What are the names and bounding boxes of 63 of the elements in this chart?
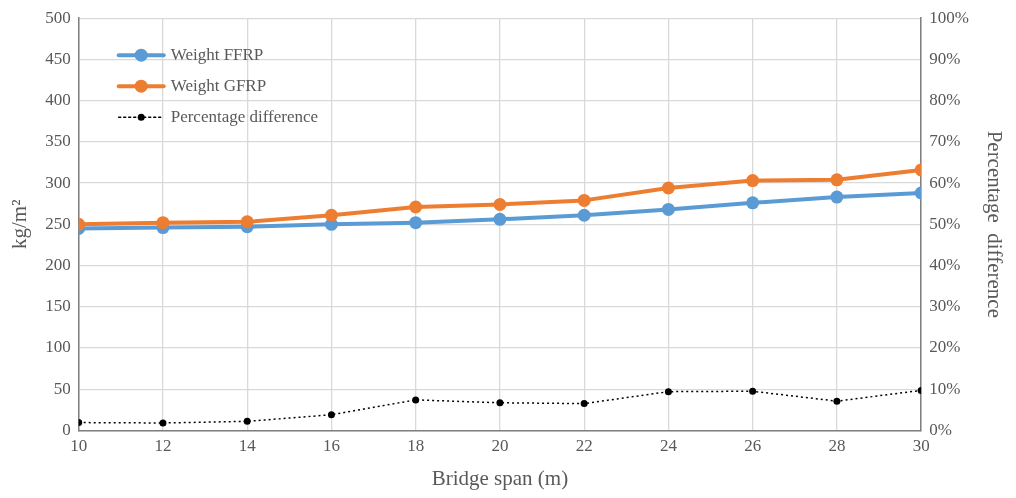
x-tick-label: 14 bbox=[238, 436, 257, 456]
y-tick-label: 0 bbox=[62, 419, 71, 439]
point bbox=[833, 397, 841, 405]
point bbox=[580, 400, 588, 408]
y-tick-label: 400 bbox=[45, 90, 71, 110]
y-tick-label: 150 bbox=[45, 296, 71, 316]
y2-tick-label: 10% bbox=[929, 378, 961, 398]
legend-label: Weight FFRP bbox=[170, 44, 264, 64]
y-tick-label: 300 bbox=[45, 172, 71, 192]
y2-tick-label: 40% bbox=[929, 254, 961, 274]
x-tick-label: 10 bbox=[70, 436, 88, 456]
point bbox=[240, 215, 254, 229]
y-tick-label: 50 bbox=[53, 378, 71, 398]
point bbox=[327, 411, 335, 419]
point bbox=[661, 202, 675, 216]
point bbox=[409, 200, 423, 214]
y2-tick-label: 50% bbox=[929, 213, 961, 233]
y-tick-label: 350 bbox=[45, 131, 71, 151]
y2-tick-label: 90% bbox=[929, 48, 961, 68]
x-tick-label: 12 bbox=[154, 436, 172, 456]
legend-label: Weight GFRP bbox=[170, 75, 267, 95]
point bbox=[661, 181, 675, 195]
point bbox=[159, 419, 167, 427]
point bbox=[746, 174, 760, 188]
y-tick-label: 250 bbox=[45, 213, 71, 233]
point bbox=[577, 193, 591, 207]
x-tick-label: 18 bbox=[407, 436, 425, 456]
point bbox=[577, 208, 591, 222]
y2-tick-label: 60% bbox=[929, 172, 961, 192]
y2-tick-label: 30% bbox=[929, 296, 961, 316]
point bbox=[324, 208, 338, 222]
y2-tick-label: 20% bbox=[929, 337, 961, 357]
x-tick-label: 20 bbox=[491, 436, 509, 456]
point bbox=[412, 396, 420, 404]
point bbox=[830, 173, 844, 187]
point bbox=[409, 216, 423, 230]
x-axis-title: Bridge span (m) bbox=[431, 465, 569, 490]
point bbox=[493, 198, 507, 212]
point bbox=[496, 399, 504, 407]
y-axis-title: kg/m² bbox=[7, 199, 32, 250]
y2-tick-label: 0% bbox=[929, 419, 952, 439]
legend-label: Percentage difference bbox=[170, 106, 319, 126]
point bbox=[830, 190, 844, 204]
y2-axis-title: Percentage difference bbox=[982, 130, 1007, 318]
y2-tick-label: 100% bbox=[929, 7, 969, 27]
x-tick-label: 30 bbox=[912, 436, 930, 456]
point bbox=[664, 388, 672, 396]
y-tick-label: 100 bbox=[45, 337, 71, 357]
x-tick-label: 28 bbox=[828, 436, 846, 456]
point bbox=[749, 387, 757, 395]
point bbox=[156, 216, 170, 230]
point bbox=[493, 212, 507, 226]
x-tick-label: 24 bbox=[659, 436, 678, 456]
y2-tick-label: 80% bbox=[929, 90, 961, 110]
x-tick-label: 16 bbox=[322, 436, 340, 456]
point bbox=[746, 196, 760, 210]
x-tick-label: 22 bbox=[575, 436, 593, 456]
y-tick-label: 500 bbox=[45, 7, 71, 27]
y-tick-label: 450 bbox=[45, 48, 71, 68]
y-tick-label: 200 bbox=[45, 254, 71, 274]
x-tick-label: 26 bbox=[744, 436, 762, 456]
y2-tick-label: 70% bbox=[929, 131, 961, 151]
point bbox=[243, 417, 251, 425]
